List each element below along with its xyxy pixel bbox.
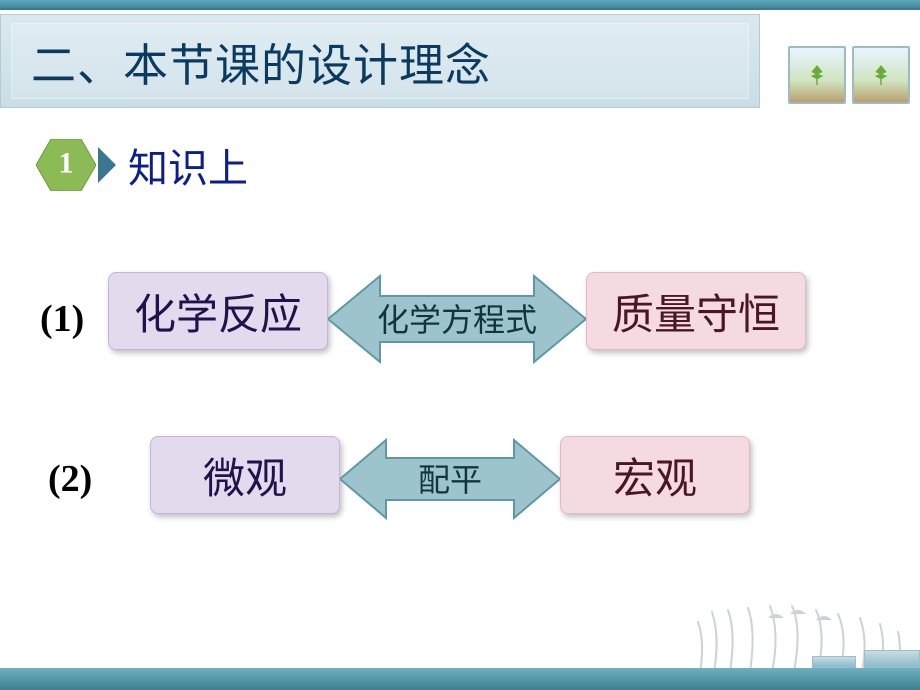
section-badge: 1 知识上: [36, 136, 248, 194]
double-arrow: 配平: [340, 436, 560, 522]
diagram-row-1: (1) 化学反应 化学方程式 质量守恒: [40, 272, 860, 366]
concept-box-text: 宏观: [613, 445, 697, 506]
double-arrow: 化学方程式: [328, 272, 586, 366]
row-index-label: (1): [40, 297, 84, 341]
concept-box-right: 宏观: [560, 436, 750, 514]
badge-label: 知识上: [128, 136, 248, 194]
bottom-bar: [0, 668, 920, 690]
leaf-thumb-icon: [788, 46, 846, 104]
badge-number: 1: [59, 147, 74, 181]
diagram-row-2: (2) 微观 配平 宏观: [40, 436, 820, 522]
concept-box-left: 微观: [150, 436, 340, 514]
title-bar: 二、本节课的设计理念: [0, 14, 760, 108]
concept-box-text: 化学反应: [134, 281, 302, 342]
hexagon-icon: 1: [36, 139, 96, 191]
slide-title: 二、本节课的设计理念: [1, 29, 491, 94]
leaf-thumb-icon: [852, 46, 910, 104]
concept-box-right: 质量守恒: [586, 272, 806, 350]
arrow-label: 配平: [418, 455, 482, 501]
top-stripe-line: [0, 8, 920, 10]
bottom-notch-icon: [864, 650, 920, 668]
bottom-notch-icon: [812, 656, 856, 668]
row-index-label: (2): [48, 457, 92, 501]
concept-box-left: 化学反应: [108, 272, 328, 350]
chevron-right-icon: [98, 147, 116, 183]
concept-box-text: 质量守恒: [612, 281, 780, 342]
arrow-label: 化学方程式: [377, 295, 537, 341]
concept-box-text: 微观: [203, 445, 287, 506]
